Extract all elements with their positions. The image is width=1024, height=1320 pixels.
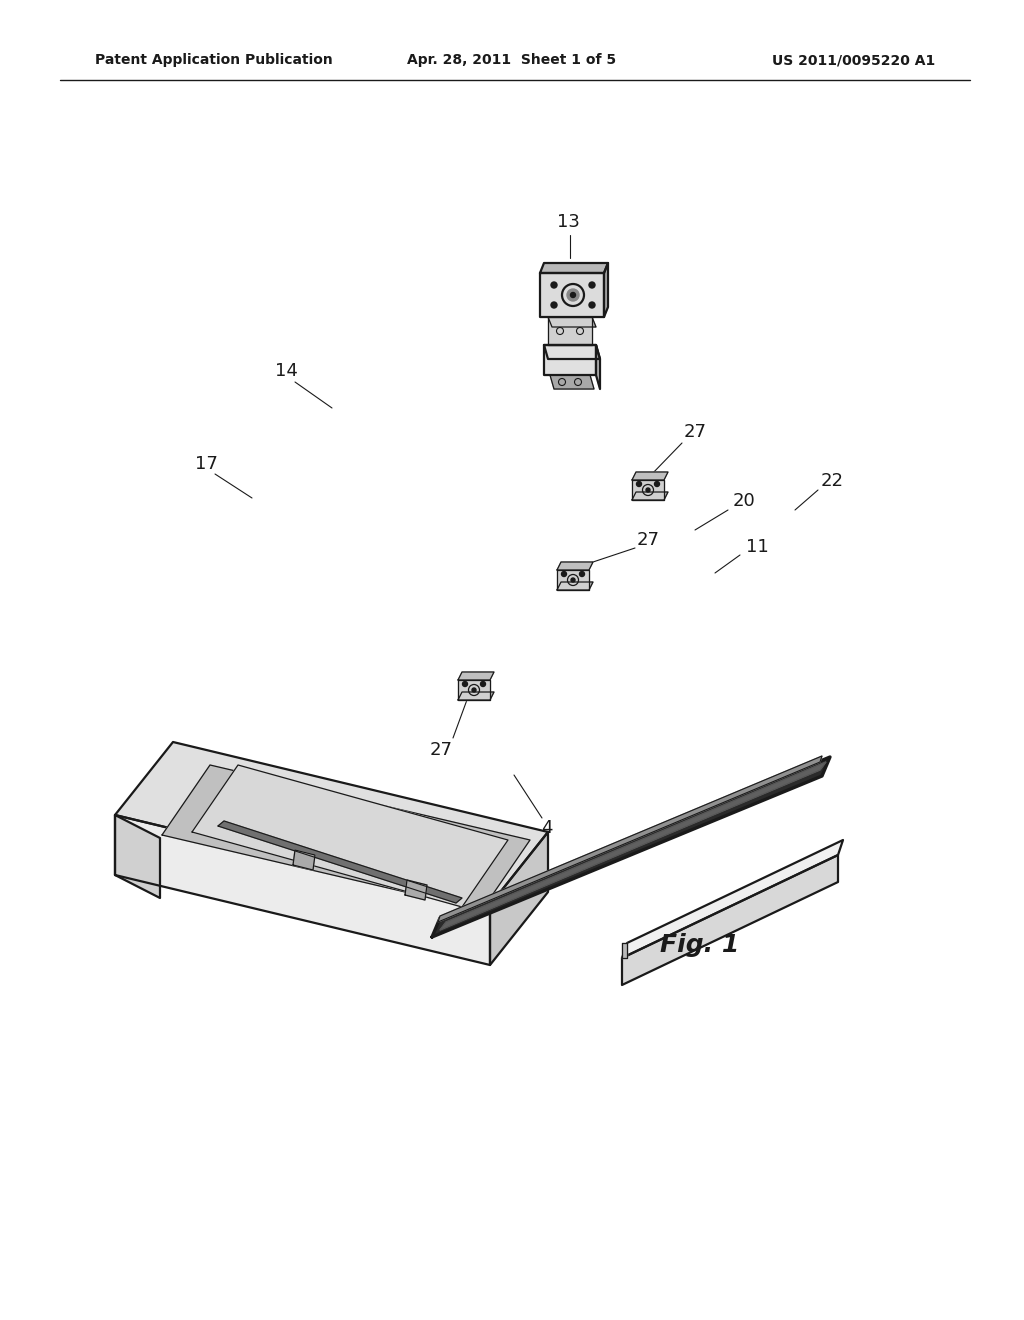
Polygon shape [622, 942, 627, 958]
Circle shape [551, 282, 557, 288]
Polygon shape [115, 814, 160, 898]
Polygon shape [557, 562, 593, 570]
Text: US 2011/0095220 A1: US 2011/0095220 A1 [772, 53, 935, 67]
Polygon shape [540, 273, 604, 317]
Text: Fig. 1: Fig. 1 [660, 933, 739, 957]
Circle shape [551, 302, 557, 308]
Polygon shape [218, 821, 462, 903]
Polygon shape [458, 692, 494, 700]
Polygon shape [550, 375, 594, 389]
Polygon shape [193, 766, 508, 907]
Polygon shape [293, 850, 315, 870]
Polygon shape [490, 832, 548, 965]
Polygon shape [557, 570, 589, 590]
Polygon shape [632, 480, 664, 500]
Polygon shape [432, 756, 830, 937]
Polygon shape [458, 672, 494, 680]
Polygon shape [438, 756, 822, 921]
Polygon shape [548, 317, 596, 327]
Polygon shape [544, 345, 596, 375]
Text: Patent Application Publication: Patent Application Publication [95, 53, 333, 67]
Polygon shape [622, 855, 838, 985]
Polygon shape [406, 880, 427, 900]
Polygon shape [440, 762, 826, 931]
Circle shape [567, 289, 579, 301]
Polygon shape [458, 680, 490, 700]
Polygon shape [622, 840, 843, 958]
Text: 13: 13 [557, 213, 580, 231]
Text: 22: 22 [820, 473, 844, 490]
Polygon shape [557, 582, 593, 590]
Text: 11: 11 [745, 539, 768, 556]
Text: 17: 17 [195, 455, 217, 473]
Polygon shape [115, 742, 548, 906]
Polygon shape [544, 345, 600, 359]
Text: 27: 27 [429, 741, 453, 759]
Polygon shape [596, 345, 600, 389]
Circle shape [570, 293, 575, 297]
Circle shape [637, 482, 641, 487]
Polygon shape [604, 263, 608, 317]
Polygon shape [115, 814, 490, 965]
Text: 4: 4 [542, 818, 553, 837]
Circle shape [589, 282, 595, 288]
Circle shape [654, 482, 659, 487]
Circle shape [589, 302, 595, 308]
Polygon shape [632, 473, 668, 480]
Circle shape [561, 572, 566, 577]
Text: 27: 27 [637, 531, 659, 549]
Circle shape [472, 688, 476, 692]
Text: 27: 27 [683, 422, 707, 441]
Polygon shape [548, 317, 592, 345]
Circle shape [580, 572, 585, 577]
Circle shape [480, 681, 485, 686]
Text: 14: 14 [274, 362, 297, 380]
Text: Apr. 28, 2011  Sheet 1 of 5: Apr. 28, 2011 Sheet 1 of 5 [408, 53, 616, 67]
Polygon shape [162, 766, 530, 909]
Circle shape [646, 488, 650, 492]
Polygon shape [540, 263, 608, 273]
Polygon shape [632, 492, 668, 500]
Circle shape [463, 681, 468, 686]
Circle shape [571, 578, 575, 582]
Text: 20: 20 [732, 492, 756, 510]
